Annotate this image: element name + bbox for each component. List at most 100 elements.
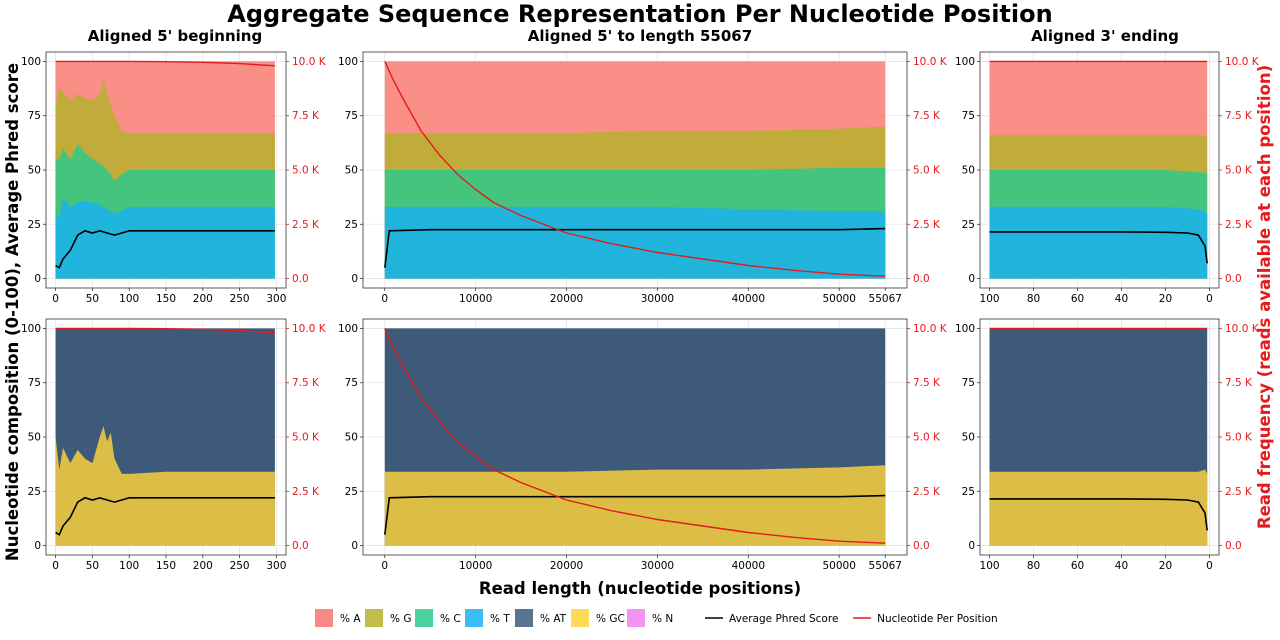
y2-tick-label: 0.0	[913, 273, 930, 285]
panel-p3: 0 25 50 75 100 0.0 2.5 K 5.0 K 7.5 K 10.0 K 100 80 6…	[955, 51, 1260, 305]
x-tick-label: 0	[381, 293, 388, 305]
legend-label: % C	[440, 613, 461, 625]
x-tick-label: 100	[119, 293, 139, 305]
y2-tick-label: 10.0 K	[1225, 323, 1260, 335]
legend-item: % G	[365, 609, 411, 627]
x-tick-label: 80	[1027, 560, 1040, 572]
x-tick-label: 100	[119, 560, 139, 572]
x-tick-label: 80	[1027, 293, 1040, 305]
y2-tick-label: 7.5 K	[292, 377, 320, 389]
x-tick-label: 200	[193, 293, 213, 305]
x-tick-label: 50000	[822, 560, 855, 572]
y-tick-label: 50	[345, 432, 358, 444]
legend-label: % T	[490, 613, 510, 625]
read-frequency-line	[384, 61, 886, 277]
y-tick-label: 50	[28, 165, 41, 177]
y2-tick-label: 2.5 K	[913, 486, 941, 498]
y-tick-label: 100	[955, 323, 975, 335]
y2-tick-label: 5.0 K	[913, 165, 941, 177]
y-tick-label: 100	[21, 56, 41, 68]
legend-item: % AT	[515, 609, 567, 627]
y-tick-label: 25	[28, 486, 41, 498]
area-gc	[55, 426, 275, 546]
legend-line-label: Average Phred Score	[729, 613, 838, 625]
y-tick-label: 75	[345, 110, 358, 122]
legend-swatch	[571, 609, 589, 627]
x-tick-label: 20000	[550, 560, 583, 572]
y2-tick-label: 0.0	[292, 540, 309, 552]
read-frequency-line	[55, 327, 275, 334]
y2-tick-label: 2.5 K	[292, 219, 320, 231]
y2-tick-label: 7.5 K	[1225, 110, 1253, 122]
legend-swatch	[515, 609, 533, 627]
read-frequency-line	[384, 328, 886, 544]
panel-p2: 0 25 50 75 100 0.0 2.5 K 5.0 K 7.5 K 10.0 K 0 10000…	[338, 51, 948, 305]
panel-p6: 0 25 50 75 100 0.0 2.5 K 5.0 K 7.5 K 10.0 K 100 80 6…	[955, 318, 1260, 572]
y-tick-label: 75	[28, 377, 41, 389]
x-tick-label: 10000	[459, 560, 492, 572]
y2-tick-label: 7.5 K	[913, 377, 941, 389]
y2-tick-label: 2.5 K	[1225, 486, 1253, 498]
panel-p4: 0 25 50 75 100 0.0 2.5 K 5.0 K 7.5 K 10.0 K 0 50 100…	[21, 318, 327, 572]
y-tick-label: 75	[962, 377, 975, 389]
y-tick-label: 0	[968, 273, 975, 285]
y2-tick-label: 2.5 K	[1225, 219, 1253, 231]
x-tick-label: 250	[230, 560, 250, 572]
x-tick-label: 20000	[550, 293, 583, 305]
y-tick-label: 50	[345, 165, 358, 177]
y-tick-label: 25	[345, 486, 358, 498]
legend-label: % AT	[540, 613, 567, 625]
x-tick-label: 0	[52, 293, 59, 305]
x-tick-label: 50000	[822, 293, 855, 305]
y-tick-label: 25	[345, 219, 358, 231]
y-tick-label: 0	[351, 273, 358, 285]
legend-item: % A	[315, 609, 361, 627]
x-tick-label: 30000	[641, 293, 674, 305]
y-left-axis-title: Nucleotide composition (0-100), Average …	[3, 63, 22, 561]
legend-swatch	[627, 609, 645, 627]
phred-line	[989, 231, 1208, 264]
phred-line	[989, 498, 1208, 531]
y2-tick-label: 10.0 K	[913, 323, 948, 335]
y2-tick-label: 5.0 K	[292, 165, 320, 177]
y2-tick-label: 0.0	[913, 540, 930, 552]
phred-line	[55, 496, 275, 536]
area-gc	[989, 469, 1208, 546]
x-tick-label: 300	[266, 293, 286, 305]
x-tick-label: 0	[52, 560, 59, 572]
y2-tick-label: 7.5 K	[1225, 377, 1253, 389]
x-tick-label: 20	[1159, 560, 1172, 572]
legend-label: % G	[390, 613, 411, 625]
y-tick-label: 100	[21, 323, 41, 335]
area-gc	[384, 465, 886, 546]
y-tick-label: 50	[28, 432, 41, 444]
y-tick-label: 0	[34, 273, 41, 285]
x-tick-label: 0	[1206, 293, 1213, 305]
x-tick-label: 0	[1206, 560, 1213, 572]
y-tick-label: 25	[962, 219, 975, 231]
x-tick-label: 20	[1159, 293, 1172, 305]
panels: 0 25 50 75 100 0.0 2.5 K 5.0 K 7.5 K 10.0 K 0 50 100…	[21, 51, 1260, 572]
x-tick-label: 200	[193, 560, 213, 572]
x-tick-label: 150	[156, 560, 176, 572]
legend: % A % G % C % T % AT % GC % N Average Phred Sco…	[315, 609, 998, 627]
x-tick-label: 50	[86, 560, 99, 572]
y-tick-label: 75	[345, 377, 358, 389]
legend-label: % GC	[596, 613, 625, 625]
x-tick-label: 40000	[732, 293, 765, 305]
figure-title: Aggregate Sequence Representation Per Nu…	[227, 0, 1052, 28]
legend-swatch	[415, 609, 433, 627]
x-tick-label: 100	[980, 293, 1000, 305]
x-tick-label: 40000	[732, 560, 765, 572]
y-tick-label: 100	[338, 323, 358, 335]
legend-label: % A	[340, 613, 361, 625]
panel-p1: 0 25 50 75 100 0.0 2.5 K 5.0 K 7.5 K 10.0 K 0 50 100…	[21, 51, 327, 305]
panel-p5: 0 25 50 75 100 0.0 2.5 K 5.0 K 7.5 K 10.0 K 0 10000…	[338, 318, 948, 572]
y2-tick-label: 7.5 K	[913, 110, 941, 122]
x-tick-label: 300	[266, 560, 286, 572]
area-t	[55, 198, 275, 279]
legend-item: % N	[627, 609, 673, 627]
x-tick-label: 55067	[869, 560, 902, 572]
legend-item: % C	[415, 609, 461, 627]
